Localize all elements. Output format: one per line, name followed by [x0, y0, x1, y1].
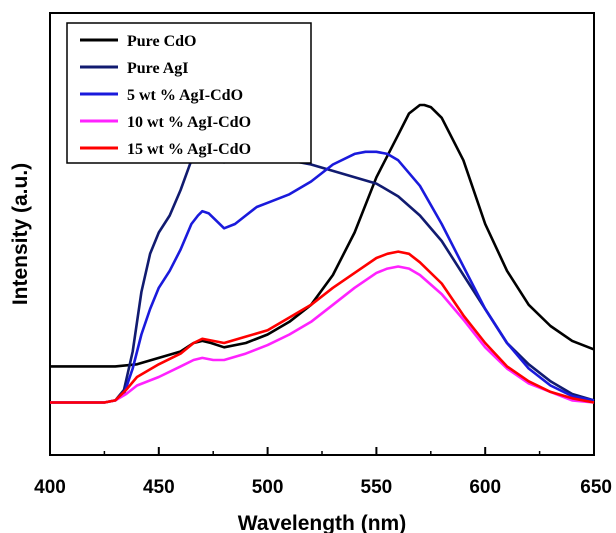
x-tick-label-3: 550: [361, 477, 393, 498]
y-axis-title: Intensity (a.u.): [9, 163, 32, 305]
series-line-0: [50, 103, 595, 368]
x-tick-label-5: 650: [580, 477, 612, 498]
series-line-2: [50, 150, 595, 404]
legend-label-3: 10 wt % AgI-CdO: [127, 114, 251, 131]
x-tick-label-0: 400: [34, 477, 66, 498]
x-tick-label-1: 450: [143, 477, 175, 498]
ticks-layer: 400 450 500 550 600 650: [34, 447, 612, 498]
x-tick-label-2: 500: [252, 477, 284, 498]
legend-label-1: Pure AgI: [127, 60, 188, 77]
legend-label-2: 5 wt % AgI-CdO: [127, 87, 243, 104]
x-tick-label-4: 600: [469, 477, 501, 498]
legend-label-0: Pure CdO: [127, 33, 196, 50]
series-line-4: [50, 250, 595, 404]
legend-label-4: 15 wt % AgI-CdO: [127, 141, 251, 158]
series-line-3: [50, 265, 595, 404]
legend: Pure CdO Pure AgI 5 wt % AgI-CdO 10 wt % Ag…: [66, 22, 312, 164]
x-axis-title: Wavelength (nm): [238, 512, 406, 533]
